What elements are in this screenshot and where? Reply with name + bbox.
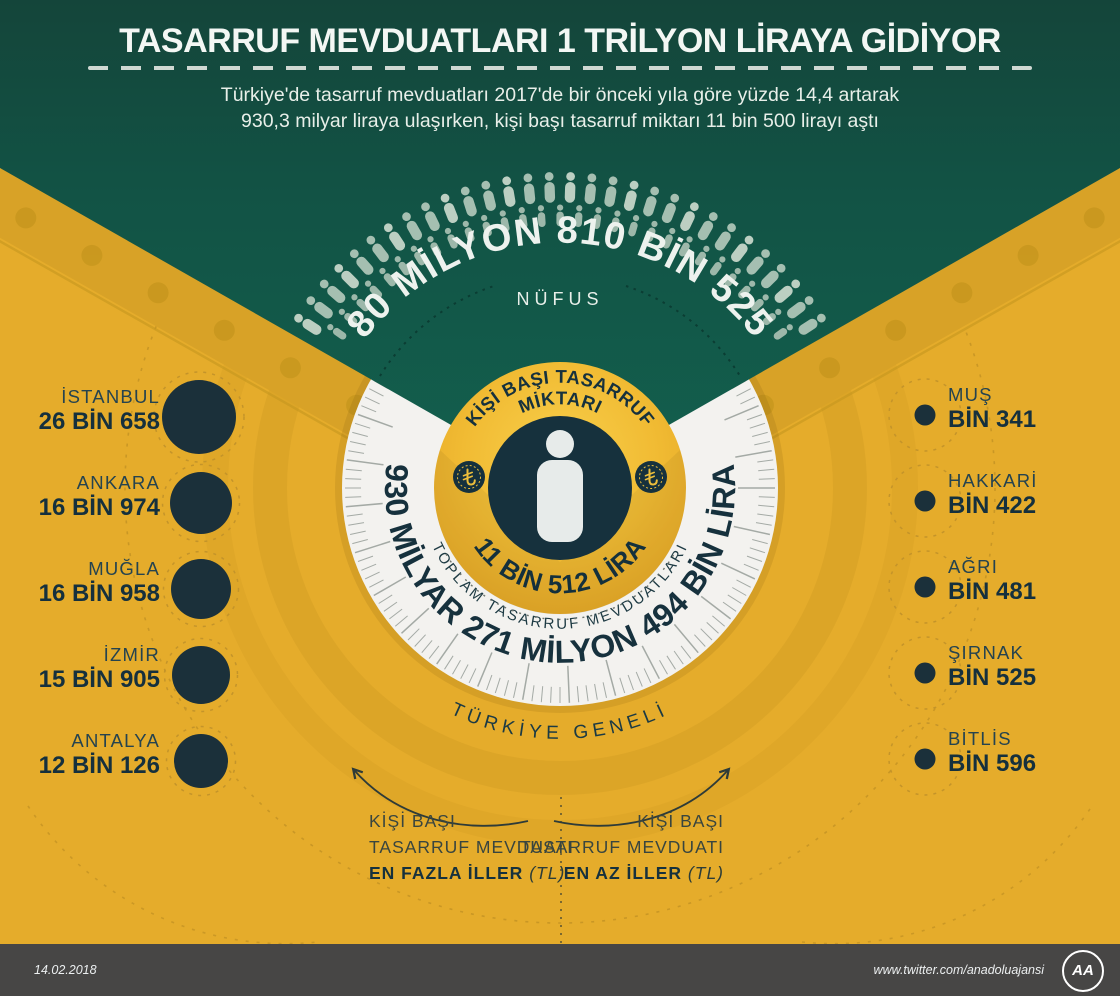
rivet-dot xyxy=(819,357,841,379)
city-dot xyxy=(914,404,936,426)
rivet-dot xyxy=(147,282,169,304)
aa-logo: AA xyxy=(1062,950,1104,992)
city-name: BİTLİS xyxy=(948,728,1012,749)
subtitle-line1: Türkiye'de tasarruf mevduatları 2017'de … xyxy=(220,84,900,106)
subtitle-line2: 930,3 milyar liraya ulaşırken, kişi başı… xyxy=(241,110,879,132)
lira-coin-icon xyxy=(453,461,485,493)
city-row-izmir: İZMİR 15 BİN 905 xyxy=(0,644,160,693)
city-value: BİN 525 xyxy=(948,664,1037,691)
footer-bar: 14.02.2018 www.twitter.com/anadoluajansi… xyxy=(0,944,1120,996)
city-name: MUŞ xyxy=(948,384,993,405)
corner-dashed-arc-left xyxy=(27,805,319,945)
city-name: ANTALYA xyxy=(71,730,160,751)
city-row-agri: AĞRI BİN 481 xyxy=(948,556,1120,605)
title-dashed-rule xyxy=(88,66,1032,70)
city-name: AĞRI xyxy=(948,556,999,577)
city-name: ANKARA xyxy=(76,472,160,493)
rivet-dot xyxy=(1017,244,1039,266)
rivet-dot xyxy=(81,244,103,266)
legend-unit: (TL) xyxy=(529,863,566,883)
city-name: ŞIRNAK xyxy=(948,642,1025,663)
inner-dashed-arc xyxy=(445,553,675,621)
city-value: 15 BİN 905 xyxy=(38,666,160,693)
city-row-sirnak: ŞIRNAK BİN 525 xyxy=(948,642,1120,691)
legend-unit: (TL) xyxy=(687,863,724,883)
city-value: 16 BİN 974 xyxy=(38,494,160,521)
city-value: BİN 481 xyxy=(948,578,1037,605)
legend-line2: TASARRUF MEVDUATI xyxy=(520,837,724,857)
right-city-markers xyxy=(888,378,962,796)
arrow-left-icon xyxy=(351,767,529,827)
city-value: BİN 341 xyxy=(948,406,1037,433)
city-row-ankara: ANKARA 16 BİN 974 xyxy=(0,472,160,521)
legend-line3-bold: EN FAZLA İLLER xyxy=(369,863,524,883)
page-title: TASARRUF MEVDUATLARI 1 TRİLYON LİRAYA Gİ… xyxy=(119,22,1001,60)
population-label: NÜFUS xyxy=(517,289,604,309)
city-row-mugla: MUĞLA 16 BİN 958 xyxy=(0,558,160,607)
city-name: MUĞLA xyxy=(88,558,160,579)
city-bubble xyxy=(171,559,231,619)
rivet-dot xyxy=(885,319,907,341)
green-envelope-flap xyxy=(0,0,1120,487)
city-bubble xyxy=(162,380,236,454)
legend-lowest: KİŞİ BAŞI TASARRUF MEVDUATI EN AZ İLLER … xyxy=(504,808,724,886)
city-name: İZMİR xyxy=(103,644,160,665)
city-row-istanbul: İSTANBUL 26 BİN 658 xyxy=(0,386,160,435)
city-bubble xyxy=(172,646,230,704)
dashed-circle-decor xyxy=(124,52,996,924)
legend-line3-bold: EN AZ İLLER xyxy=(563,863,683,883)
city-row-antalya: ANTALYA 12 BİN 126 xyxy=(0,730,160,779)
person-icon xyxy=(543,171,556,203)
city-name: HAKKARİ xyxy=(948,470,1038,491)
city-dot xyxy=(914,576,936,598)
city-dot xyxy=(914,662,936,684)
rivet-dot xyxy=(951,282,973,304)
city-value: BİN 422 xyxy=(948,492,1037,519)
city-value: 16 BİN 958 xyxy=(38,580,160,607)
city-bubble xyxy=(174,734,228,788)
center-disc xyxy=(434,362,686,615)
legend-line1: KİŞİ BAŞI xyxy=(637,811,724,831)
legend-line3: EN FAZLA İLLER (TL) xyxy=(369,860,589,886)
rivet-dot xyxy=(279,357,301,379)
city-value: BİN 596 xyxy=(948,750,1037,777)
arrow-right-icon xyxy=(553,767,731,827)
dotted-arc-left xyxy=(379,285,495,377)
legend-highest: KİŞİ BAŞI TASARRUF MEVDUATI EN FAZLA İLL… xyxy=(369,808,589,886)
lira-coin-icon xyxy=(635,461,667,493)
person-icon xyxy=(537,430,583,542)
city-dot xyxy=(914,748,936,770)
footer-date: 14.02.2018 xyxy=(34,963,97,977)
legend-line1: KİŞİ BAŞI xyxy=(369,811,456,831)
city-value: 12 BİN 126 xyxy=(38,752,160,779)
left-city-markers xyxy=(153,371,245,797)
rivet-dot xyxy=(15,207,37,229)
city-row-mus: MUŞ BİN 341 xyxy=(948,384,1120,433)
city-name: İSTANBUL xyxy=(61,386,160,407)
corner-dashed-arc-right xyxy=(801,805,1093,945)
footer-url: www.twitter.com/anadoluajansi xyxy=(873,963,1044,977)
rivet-dot xyxy=(1083,207,1105,229)
city-row-hakkari: HAKKARİ BİN 422 xyxy=(948,470,1120,519)
legend-line2: TASARRUF MEVDUATI xyxy=(369,837,573,857)
rivet-dot xyxy=(213,319,235,341)
legend-line3: EN AZ İLLER (TL) xyxy=(504,860,724,886)
city-bubble xyxy=(170,472,232,534)
person-icon xyxy=(564,171,576,203)
dotted-arc-right xyxy=(625,285,741,377)
city-dot xyxy=(914,490,936,512)
city-row-bitlis: BİTLİS BİN 596 xyxy=(948,728,1120,777)
city-value: 26 BİN 658 xyxy=(38,408,160,435)
